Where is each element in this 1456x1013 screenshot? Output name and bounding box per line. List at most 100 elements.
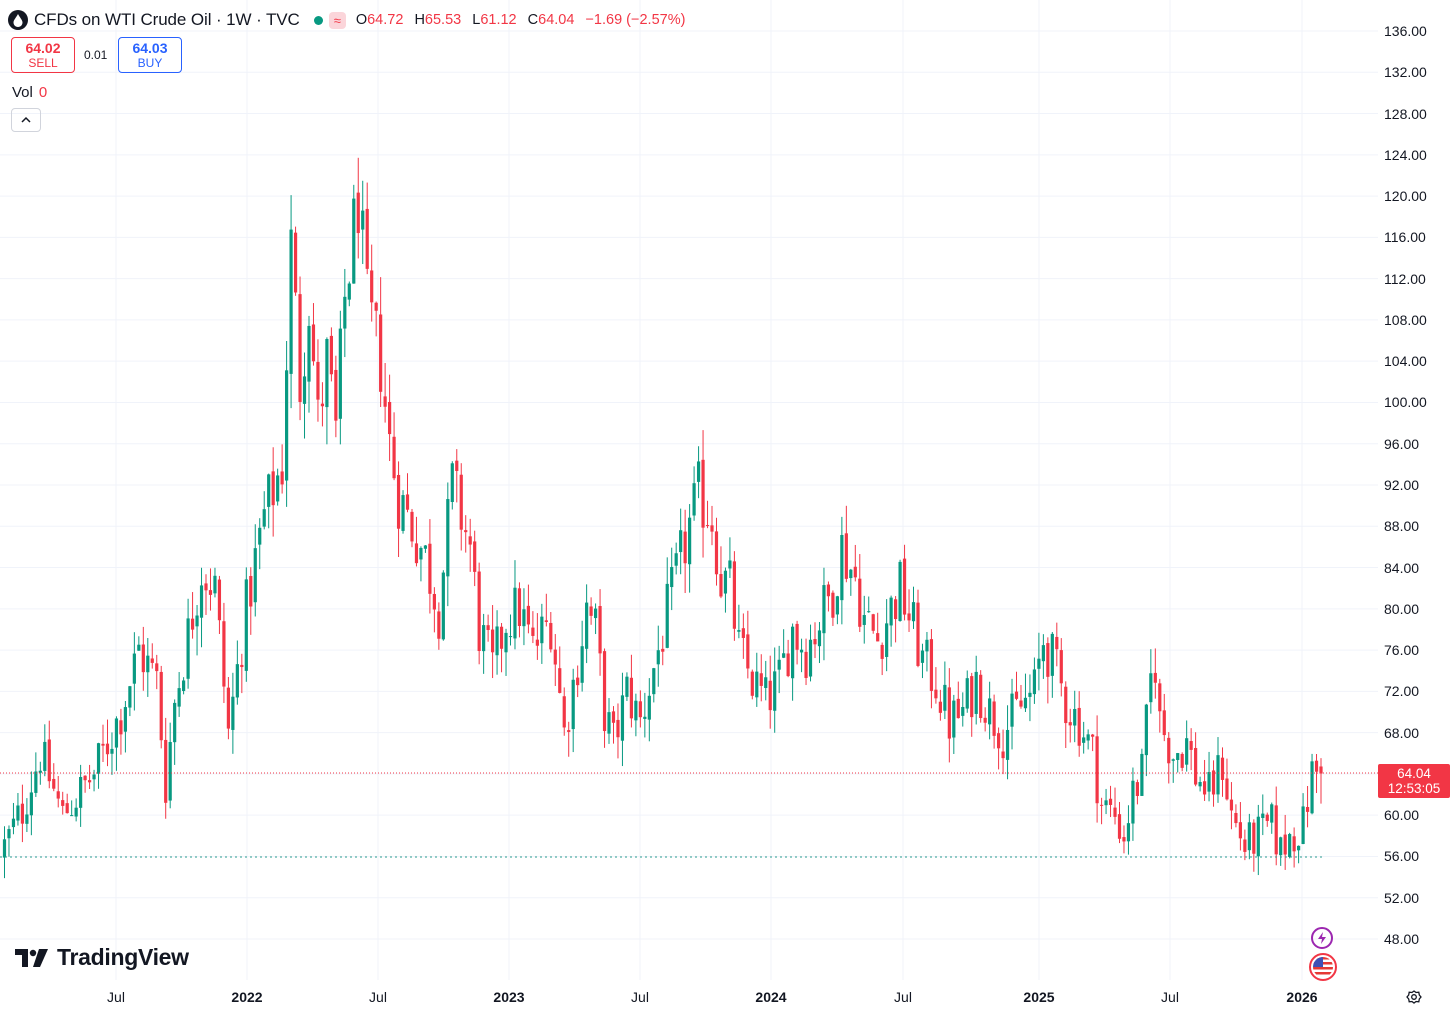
candle-body: [38, 770, 42, 773]
candle-body: [217, 579, 222, 621]
candle-body: [164, 739, 168, 803]
candle-body: [432, 593, 436, 610]
candle-body: [952, 700, 956, 738]
candle-body: [356, 192, 360, 234]
candle-body: [714, 531, 719, 575]
collapse-legend-button[interactable]: [11, 108, 41, 132]
candle-body: [387, 401, 392, 435]
volume-legend[interactable]: Vol 0: [12, 84, 47, 101]
candle-body: [96, 743, 101, 774]
candle-body: [47, 739, 51, 782]
price-tick-label: 108.00: [1384, 311, 1427, 328]
candle-body: [916, 602, 920, 666]
candle-body: [182, 680, 186, 691]
candle-body: [876, 633, 880, 642]
candle-body: [799, 649, 804, 653]
candle-body: [401, 495, 405, 531]
candle-body: [844, 533, 848, 579]
candle-body: [1064, 686, 1068, 724]
price-tick-label: 84.00: [1384, 559, 1420, 576]
candle-body: [732, 561, 736, 629]
candle-body: [782, 653, 786, 658]
candle-body: [920, 650, 925, 663]
candle-body: [741, 628, 745, 638]
candle-body: [1158, 683, 1162, 712]
candle-body: [1176, 753, 1180, 760]
candle-body: [61, 800, 65, 806]
price-tick-label: 100.00: [1384, 394, 1427, 411]
candle-body: [1028, 692, 1032, 697]
candle-body: [244, 579, 248, 671]
candle-body: [477, 571, 481, 652]
candle-body: [119, 720, 123, 735]
candle-body: [1010, 693, 1014, 727]
candle-body: [334, 369, 338, 421]
candle-body: [43, 741, 47, 771]
candle-body: [320, 403, 325, 407]
candle-body: [961, 706, 965, 716]
candle-body: [553, 649, 557, 665]
candle-body: [1274, 805, 1278, 855]
candle-body: [701, 459, 705, 528]
candle-body: [199, 585, 204, 618]
candle-body: [92, 774, 96, 780]
symbol-title[interactable]: CFDs on WTI Crude Oil · 1W · TVC: [34, 10, 300, 29]
candle-body: [240, 664, 244, 668]
candle-body: [1247, 822, 1251, 851]
candle-body: [768, 680, 772, 711]
candle-body: [222, 621, 226, 687]
chart-grid: [0, 0, 1378, 980]
candle-body: [902, 558, 907, 615]
candle-body: [679, 530, 683, 553]
candle-body: [598, 606, 602, 654]
candle-body: [755, 671, 759, 698]
candle-body: [213, 575, 217, 594]
candle-body: [858, 578, 862, 627]
region-flag-button[interactable]: [1309, 953, 1337, 981]
ohlc-low-value: 61.12: [480, 12, 517, 28]
candle-body: [728, 560, 732, 569]
candle-body: [616, 719, 620, 738]
candle-body: [87, 780, 92, 783]
candle-body: [710, 525, 714, 532]
candle-body: [589, 606, 593, 616]
candle-body: [889, 597, 893, 626]
price-tick-label: 52.00: [1384, 889, 1420, 906]
brand-name: TradingView: [57, 944, 189, 970]
candle-body: [719, 574, 723, 597]
candle-body: [947, 687, 951, 739]
candle-body: [446, 499, 450, 577]
tradingview-watermark[interactable]: TradingView: [15, 944, 189, 971]
buy-button[interactable]: 64.03 BUY: [118, 37, 182, 73]
candle-body: [419, 547, 423, 560]
lightning-button[interactable]: [1311, 927, 1333, 949]
candle-body: [1082, 737, 1086, 743]
time-tick-label: 2023: [493, 989, 525, 1005]
current-price-label: 64.04 12:53:05: [1378, 764, 1450, 798]
candle-body: [992, 701, 996, 736]
candle-body: [20, 803, 25, 824]
candle-body: [1055, 636, 1059, 650]
ohlc-open-value: 64.72: [367, 12, 404, 28]
ohlc-open-label: O: [355, 12, 368, 28]
candle-body: [638, 701, 642, 718]
candle-body: [979, 674, 983, 719]
sell-button[interactable]: 64.02 SELL: [11, 37, 75, 73]
candle-body: [1211, 770, 1216, 795]
candle-body: [880, 644, 884, 659]
candle-body: [347, 283, 351, 300]
candle-body: [370, 270, 374, 303]
candle-body: [1001, 751, 1005, 759]
price-tick-label: 124.00: [1384, 146, 1427, 163]
candle-body: [558, 668, 562, 693]
candle-body: [1041, 645, 1045, 662]
candle-body: [482, 625, 486, 652]
sell-label: SELL: [28, 56, 58, 70]
approx-badge[interactable]: ≈: [328, 11, 346, 29]
candle-body: [737, 630, 741, 632]
settings-button[interactable]: [1404, 987, 1424, 1007]
candle-body: [934, 689, 938, 699]
candle-body: [938, 701, 942, 713]
candle-body: [249, 575, 253, 607]
